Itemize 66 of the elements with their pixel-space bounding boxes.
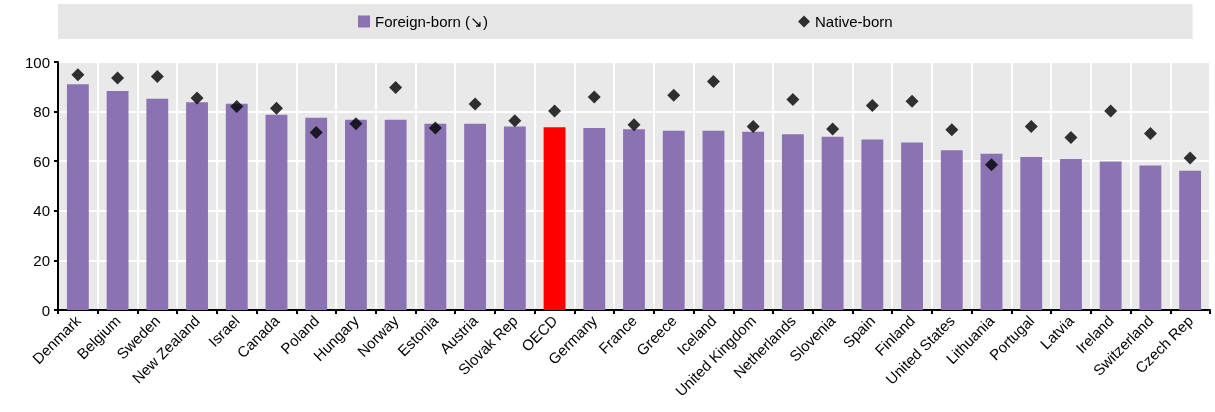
y-tick-label: 0 <box>41 301 50 319</box>
point <box>587 90 601 104</box>
point <box>309 125 323 139</box>
point <box>269 101 283 115</box>
bar <box>384 119 407 310</box>
bar <box>464 123 487 310</box>
bar <box>861 139 884 310</box>
bar <box>1060 158 1082 310</box>
point <box>1024 119 1038 133</box>
point <box>706 75 720 89</box>
y-tick-label: 100 <box>24 53 50 71</box>
bar <box>265 114 288 310</box>
bar <box>662 130 685 310</box>
bar <box>1179 170 1202 310</box>
bar <box>940 150 963 310</box>
point <box>945 123 959 137</box>
bar <box>980 153 1003 310</box>
point <box>786 92 800 106</box>
bar <box>1020 156 1043 310</box>
point <box>985 158 999 172</box>
bar <box>702 130 725 310</box>
point <box>1143 126 1157 140</box>
point <box>667 88 681 102</box>
bar <box>66 84 89 310</box>
y-tick-label: 60 <box>33 152 50 170</box>
bar <box>146 98 169 310</box>
point <box>1104 104 1118 118</box>
point <box>826 122 840 136</box>
legend-label: Native-born <box>815 13 893 30</box>
point <box>428 121 442 135</box>
bar <box>186 102 208 310</box>
bar <box>503 126 526 310</box>
y-tick-label: 40 <box>33 202 50 220</box>
point <box>230 99 244 113</box>
point <box>746 119 760 133</box>
y-tick-label: 80 <box>33 103 50 121</box>
point <box>508 114 522 128</box>
bar <box>345 119 367 310</box>
bar <box>424 123 447 310</box>
bar <box>901 142 923 310</box>
bar <box>305 117 328 310</box>
bar <box>543 127 566 310</box>
bar <box>106 91 129 310</box>
point <box>349 117 363 131</box>
legend-label: Foreign-born (↘) <box>375 13 489 30</box>
bar <box>1139 165 1162 310</box>
bar <box>781 134 804 310</box>
point <box>905 94 919 108</box>
point <box>389 81 403 95</box>
bar <box>583 127 606 310</box>
point <box>468 97 482 111</box>
point <box>150 69 164 83</box>
bar <box>225 103 248 310</box>
bar <box>623 129 645 310</box>
point <box>111 71 125 85</box>
y-tick-label: 20 <box>33 251 50 269</box>
point <box>1183 151 1197 165</box>
point <box>190 91 204 105</box>
point <box>1064 130 1078 144</box>
point <box>865 98 879 112</box>
point <box>548 104 562 118</box>
bar <box>1099 161 1122 310</box>
point <box>627 118 641 132</box>
bar <box>821 136 844 310</box>
point <box>71 68 85 82</box>
bar <box>742 131 765 310</box>
